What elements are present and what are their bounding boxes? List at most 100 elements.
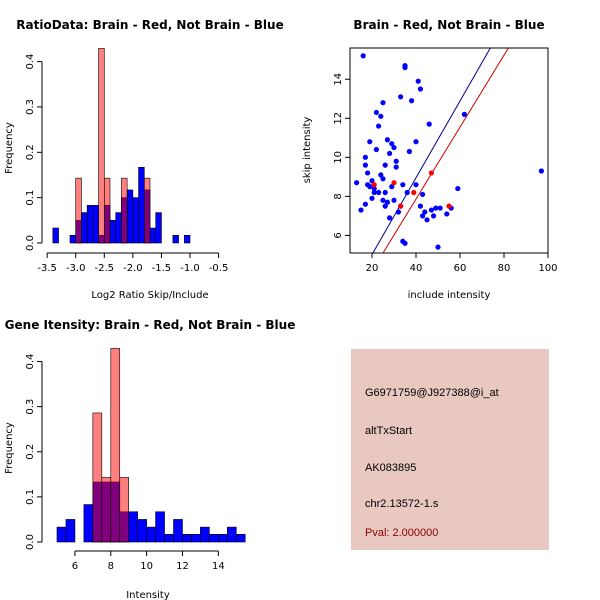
not-brain-point <box>362 162 368 168</box>
brain-point <box>428 170 434 176</box>
x-tick-label: -1.0 <box>180 263 200 274</box>
x-tick-label: -2.0 <box>123 263 143 274</box>
brain-bar <box>75 177 82 244</box>
brain-bar <box>143 177 151 244</box>
locus: chr2.13572-1.s <box>365 498 439 510</box>
scatter-plot-frame <box>349 47 549 254</box>
not-brain-bar <box>155 212 162 244</box>
not-brain-bar <box>146 526 156 543</box>
brain-bar <box>121 177 128 244</box>
probe-id: G6971759@J927388@i_at <box>365 387 499 399</box>
not-brain-bar <box>149 227 157 244</box>
intensity-histogram-ylabel: Frequency <box>4 422 15 474</box>
intensity-histogram-title: Gene Itensity: Brain - Red, Not Brain - … <box>5 318 296 332</box>
not-brain-point <box>406 148 412 155</box>
not-brain-point <box>404 189 410 196</box>
scatter-ylabel: skip intensity <box>302 117 313 184</box>
brain-point <box>411 189 417 196</box>
brain-bar <box>92 412 103 543</box>
not-brain-point <box>402 62 408 69</box>
info-panel: G6971759@J927388@i_at altTxStart AK08389… <box>351 349 549 550</box>
not-brain-point <box>461 111 467 117</box>
not-brain-point <box>417 86 423 92</box>
brain-bar <box>98 48 105 244</box>
not-brain-point <box>384 137 390 143</box>
scatter-axes: 20 40 60 80 100 6 8 10 12 14 <box>333 73 558 274</box>
x-tick-label: 8 <box>108 561 114 572</box>
not-brain-point <box>389 141 395 147</box>
ratio-histogram-bars <box>52 48 191 244</box>
not-brain-point <box>420 191 426 198</box>
y-tick-label: 0.1 <box>25 489 36 505</box>
ratio-histogram-title: RatioData: Brain - Red, Not Brain - Blue <box>16 18 283 32</box>
x-tick-label: -2.5 <box>95 263 115 274</box>
y-tick-label: 0.0 <box>25 235 36 251</box>
y-tick-label: 10 <box>333 151 344 164</box>
not-brain-bar <box>56 526 67 543</box>
not-brain-bar <box>182 534 192 543</box>
not-brain-bar <box>155 511 165 543</box>
not-brain-bar <box>81 212 88 244</box>
not-brain-point <box>384 199 390 205</box>
not-brain-bar <box>52 227 59 244</box>
not-brain-bar <box>226 526 237 543</box>
y-tick-label: 0.0 <box>25 534 36 550</box>
not-brain-point <box>538 168 545 174</box>
ratio-histogram-ylabel: Frequency <box>4 122 15 174</box>
not-brain-bar <box>83 504 94 543</box>
not-brain-point <box>420 213 426 219</box>
not-brain-bar <box>126 189 134 244</box>
not-brain-fit-line <box>372 48 491 253</box>
not-brain-point <box>380 176 386 182</box>
y-tick-label: 6 <box>333 232 344 238</box>
not-brain-point <box>393 164 399 170</box>
y-tick-label: 0.3 <box>25 99 36 115</box>
y-tick-label: 0.3 <box>25 399 36 415</box>
not-brain-point <box>365 170 371 176</box>
x-tick-label: 100 <box>538 263 557 274</box>
not-brain-point <box>360 53 366 59</box>
x-tick-label: -0.5 <box>209 263 229 274</box>
x-tick-label: 10 <box>140 561 153 572</box>
x-tick-label: 14 <box>212 561 225 572</box>
info-panel-background <box>351 349 549 550</box>
not-brain-point <box>413 139 419 145</box>
not-brain-point <box>382 203 388 209</box>
y-tick-label: 0.4 <box>25 54 36 70</box>
not-brain-point <box>431 213 437 219</box>
ratio-histogram-xlabel: Log2 Ratio Skip/Include <box>91 290 208 301</box>
scatter-marks <box>354 48 545 253</box>
brain-bar <box>101 477 112 543</box>
brain-bar <box>110 348 121 543</box>
ratio-histogram-panel: RatioData: Brain - Red, Not Brain - Blue… <box>4 18 284 301</box>
not-brain-bar <box>183 234 191 244</box>
not-brain-point <box>378 172 384 178</box>
not-brain-bar <box>218 534 228 543</box>
not-brain-bar <box>200 526 210 543</box>
intensity-histogram-bars <box>56 348 246 543</box>
not-brain-point <box>391 197 397 203</box>
not-brain-point <box>378 113 384 119</box>
not-brain-point <box>358 207 364 213</box>
y-tick-label: 0.2 <box>25 444 36 460</box>
y-tick-label: 0.4 <box>25 354 36 370</box>
not-brain-point <box>428 207 434 213</box>
not-brain-bar <box>137 519 147 543</box>
not-brain-point <box>417 203 423 209</box>
brain-fit-line <box>382 48 509 253</box>
not-brain-point <box>369 195 375 201</box>
not-brain-point <box>398 94 404 100</box>
not-brain-point <box>402 240 408 246</box>
brain-point <box>446 203 452 209</box>
not-brain-point <box>362 154 368 160</box>
not-brain-bar <box>132 197 139 244</box>
y-tick-label: 12 <box>333 112 344 125</box>
brain-point <box>398 203 404 209</box>
x-tick-label: 20 <box>366 263 379 274</box>
p-value: Pval: 2.000000 <box>365 527 438 539</box>
x-tick-label: -1.5 <box>152 263 172 274</box>
not-brain-bar <box>209 534 219 543</box>
not-brain-point <box>373 146 379 153</box>
not-brain-bar <box>86 205 94 244</box>
scatter-xlabel: include intensity <box>408 290 491 301</box>
